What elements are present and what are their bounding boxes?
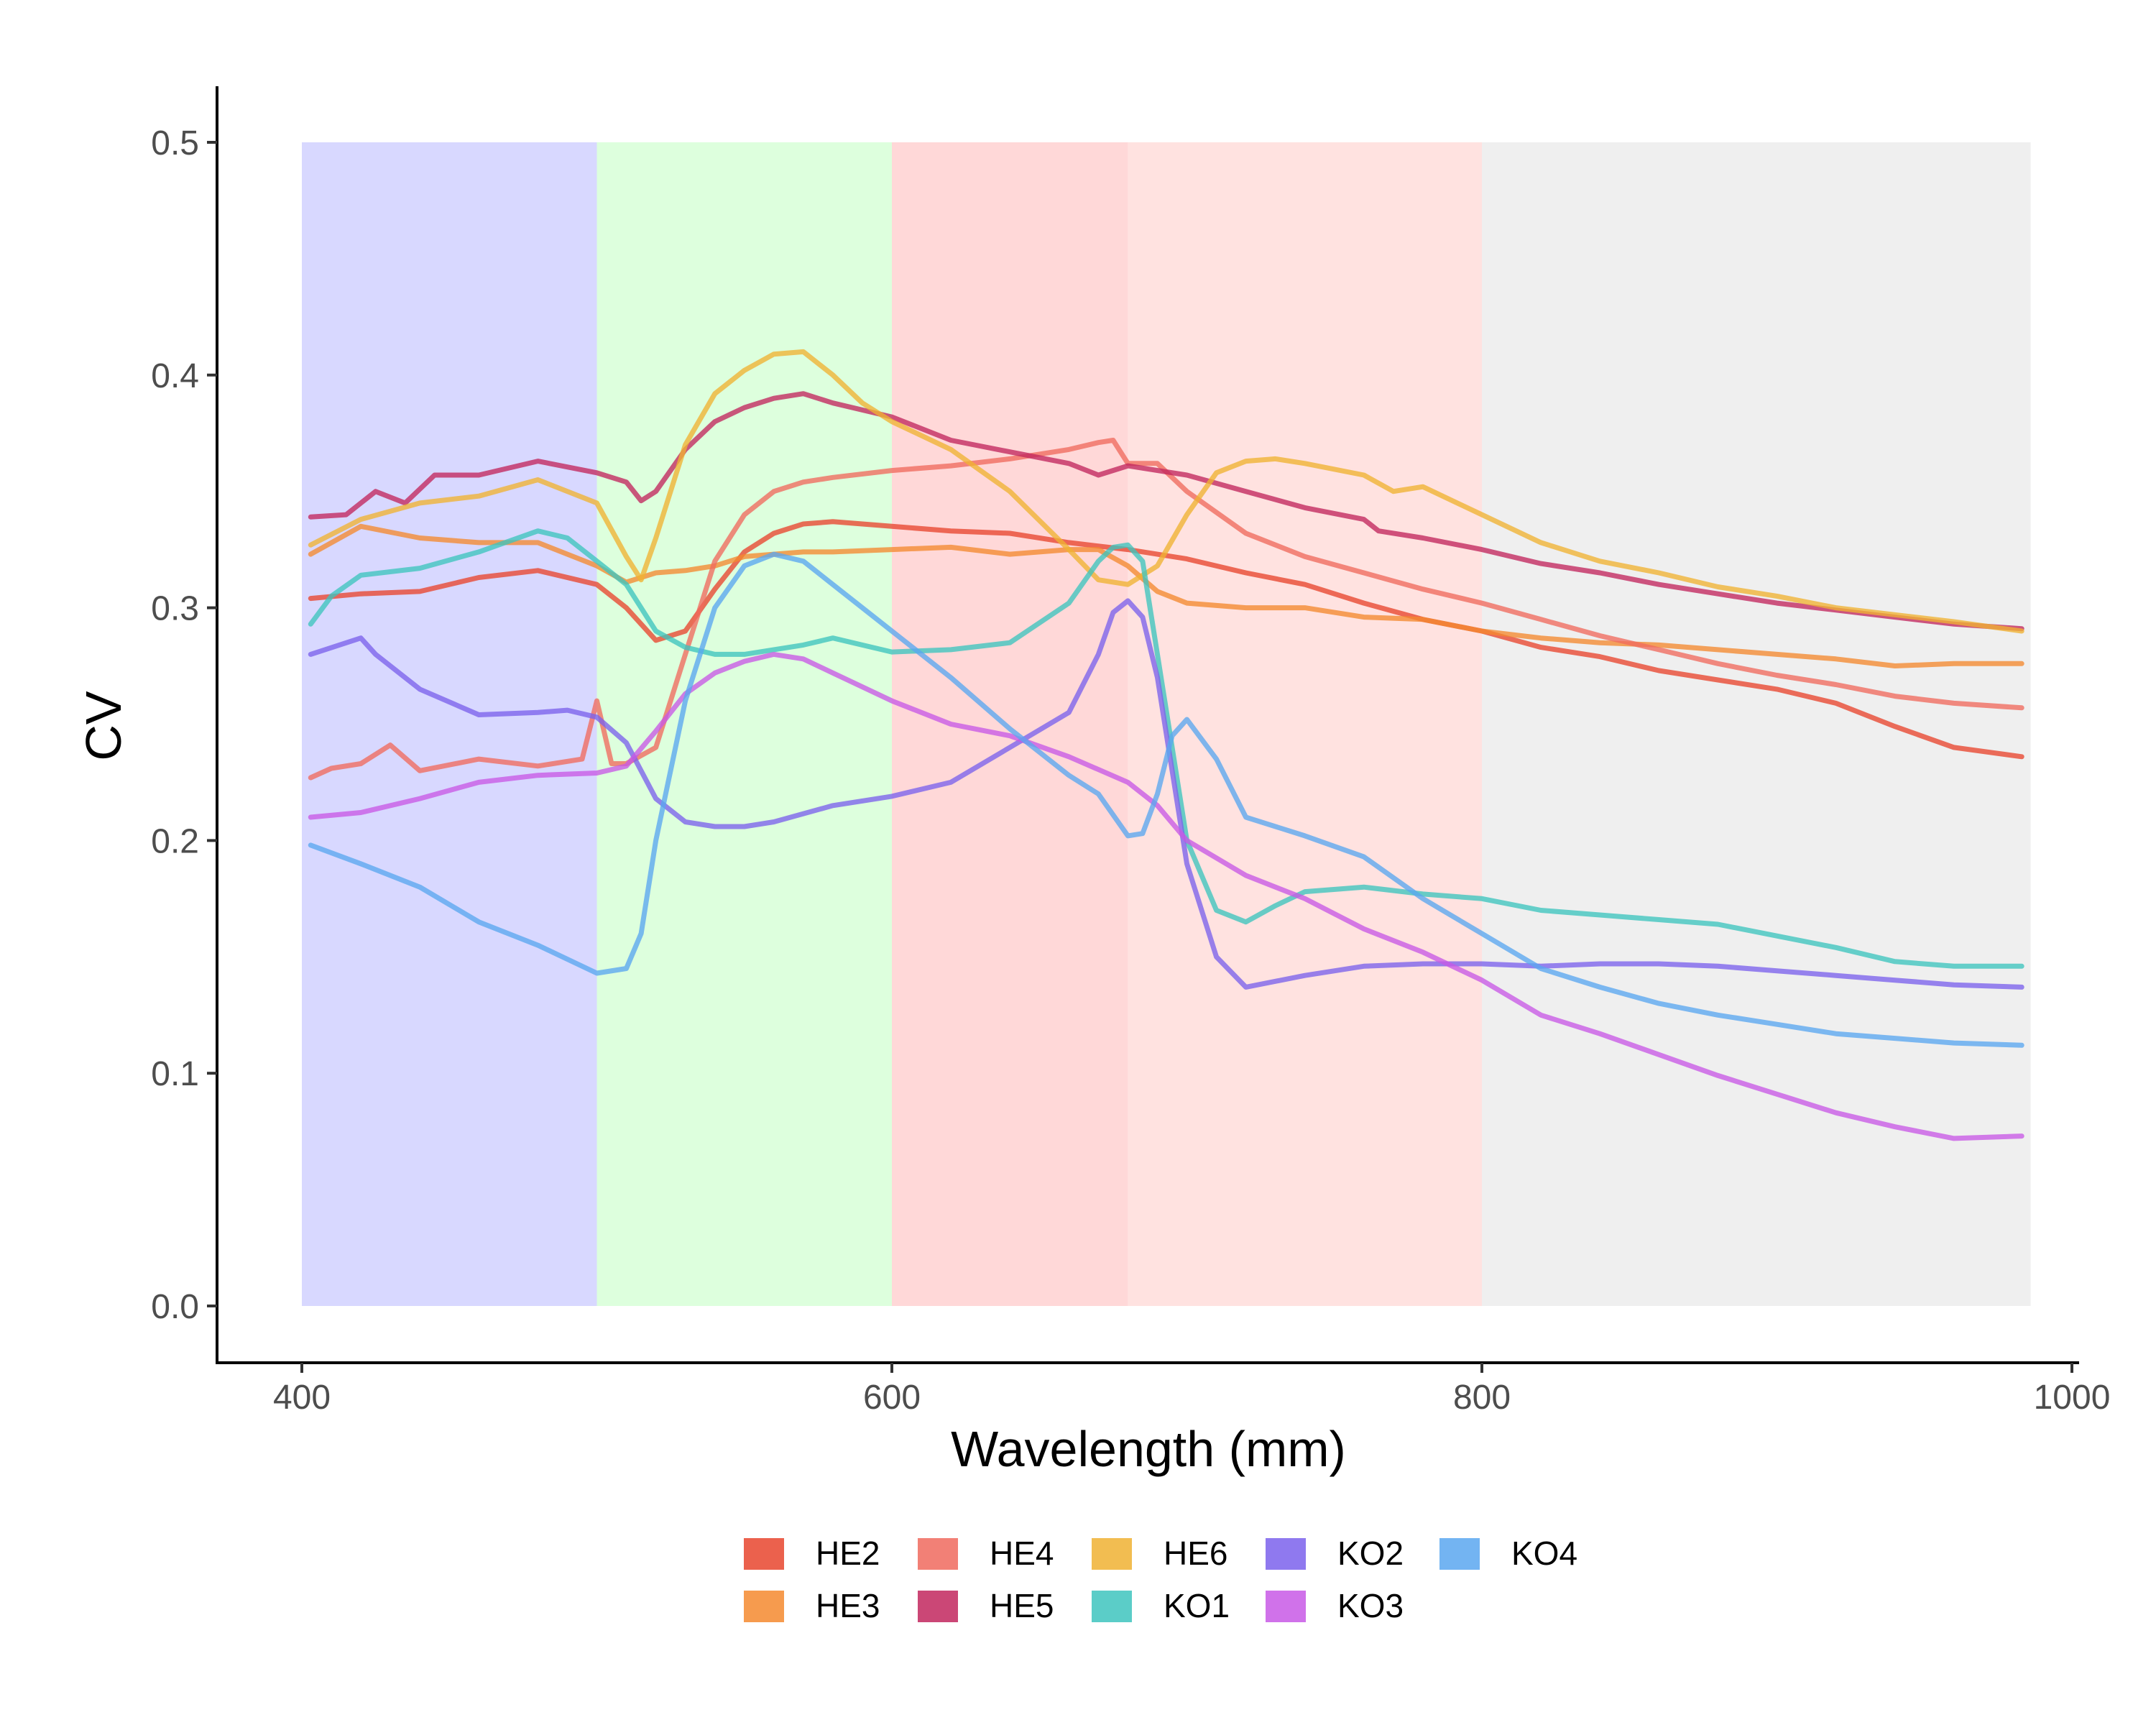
y-tick-label-2: 0.2: [151, 822, 199, 860]
legend: HE2 HE3 HE4 HE5 HE6 KO1 KO2 KO3 KO4: [744, 1535, 1577, 1624]
band-3: [1128, 142, 1482, 1306]
y-tick-label-3: 0.3: [151, 590, 199, 628]
band-1: [596, 142, 892, 1306]
legend-label-he3: HE3: [816, 1587, 880, 1624]
x-tick-label-3: 1000: [2034, 1379, 2111, 1417]
wavelength-bands: [302, 142, 2031, 1306]
legend-swatch-he2: [744, 1538, 784, 1570]
x-axis-title: Wavelength (mm): [951, 1421, 1346, 1477]
series-line-he6: [308, 349, 2024, 634]
series-line-he4: [308, 438, 2024, 781]
band-2: [892, 142, 1128, 1306]
legend-label-he6: HE6: [1164, 1535, 1227, 1572]
legend-label-ko2: KO2: [1337, 1535, 1404, 1572]
series-line-he5: [308, 391, 2024, 632]
y-tick-label-0: 0.0: [151, 1288, 199, 1326]
legend-label-he2: HE2: [816, 1535, 880, 1572]
legend-swatch-he4: [918, 1538, 958, 1570]
legend-label-he5: HE5: [990, 1587, 1054, 1624]
series-line-ko2: [308, 598, 2024, 990]
band-0: [302, 142, 597, 1306]
legend-swatch-he6: [1092, 1538, 1132, 1570]
x-tick-label-0: 400: [273, 1379, 331, 1417]
legend-swatch-ko4: [1439, 1538, 1480, 1570]
series-line-ko1: [308, 528, 2024, 969]
legend-label-he4: HE4: [990, 1535, 1054, 1572]
legend-label-ko4: KO4: [1511, 1535, 1577, 1572]
legend-swatch-ko1: [1092, 1591, 1132, 1622]
x-tick-label-2: 800: [1453, 1379, 1511, 1417]
series-line-he2: [308, 519, 2024, 760]
legend-swatch-he5: [918, 1591, 958, 1622]
series-lines: [308, 349, 2024, 1141]
x-ticks: 400 600 800 1000: [273, 1363, 2110, 1417]
legend-label-ko3: KO3: [1337, 1587, 1404, 1624]
x-tick-label-1: 600: [863, 1379, 921, 1417]
y-tick-label-4: 0.4: [151, 357, 199, 395]
series-line-ko3: [308, 651, 2024, 1141]
y-ticks: 0.0 0.1 0.2 0.3 0.4 0.5: [151, 124, 217, 1326]
y-tick-label-5: 0.5: [151, 124, 199, 162]
legend-swatch-ko3: [1266, 1591, 1306, 1622]
y-axis-title: CV: [75, 691, 132, 761]
legend-label-ko1: KO1: [1164, 1587, 1230, 1624]
legend-swatch-he3: [744, 1591, 784, 1622]
legend-swatch-ko2: [1266, 1538, 1306, 1570]
y-tick-label-1: 0.1: [151, 1055, 199, 1093]
series-line-ko4: [308, 551, 2024, 1048]
band-4: [1482, 142, 2031, 1306]
axes: [216, 86, 2079, 1364]
